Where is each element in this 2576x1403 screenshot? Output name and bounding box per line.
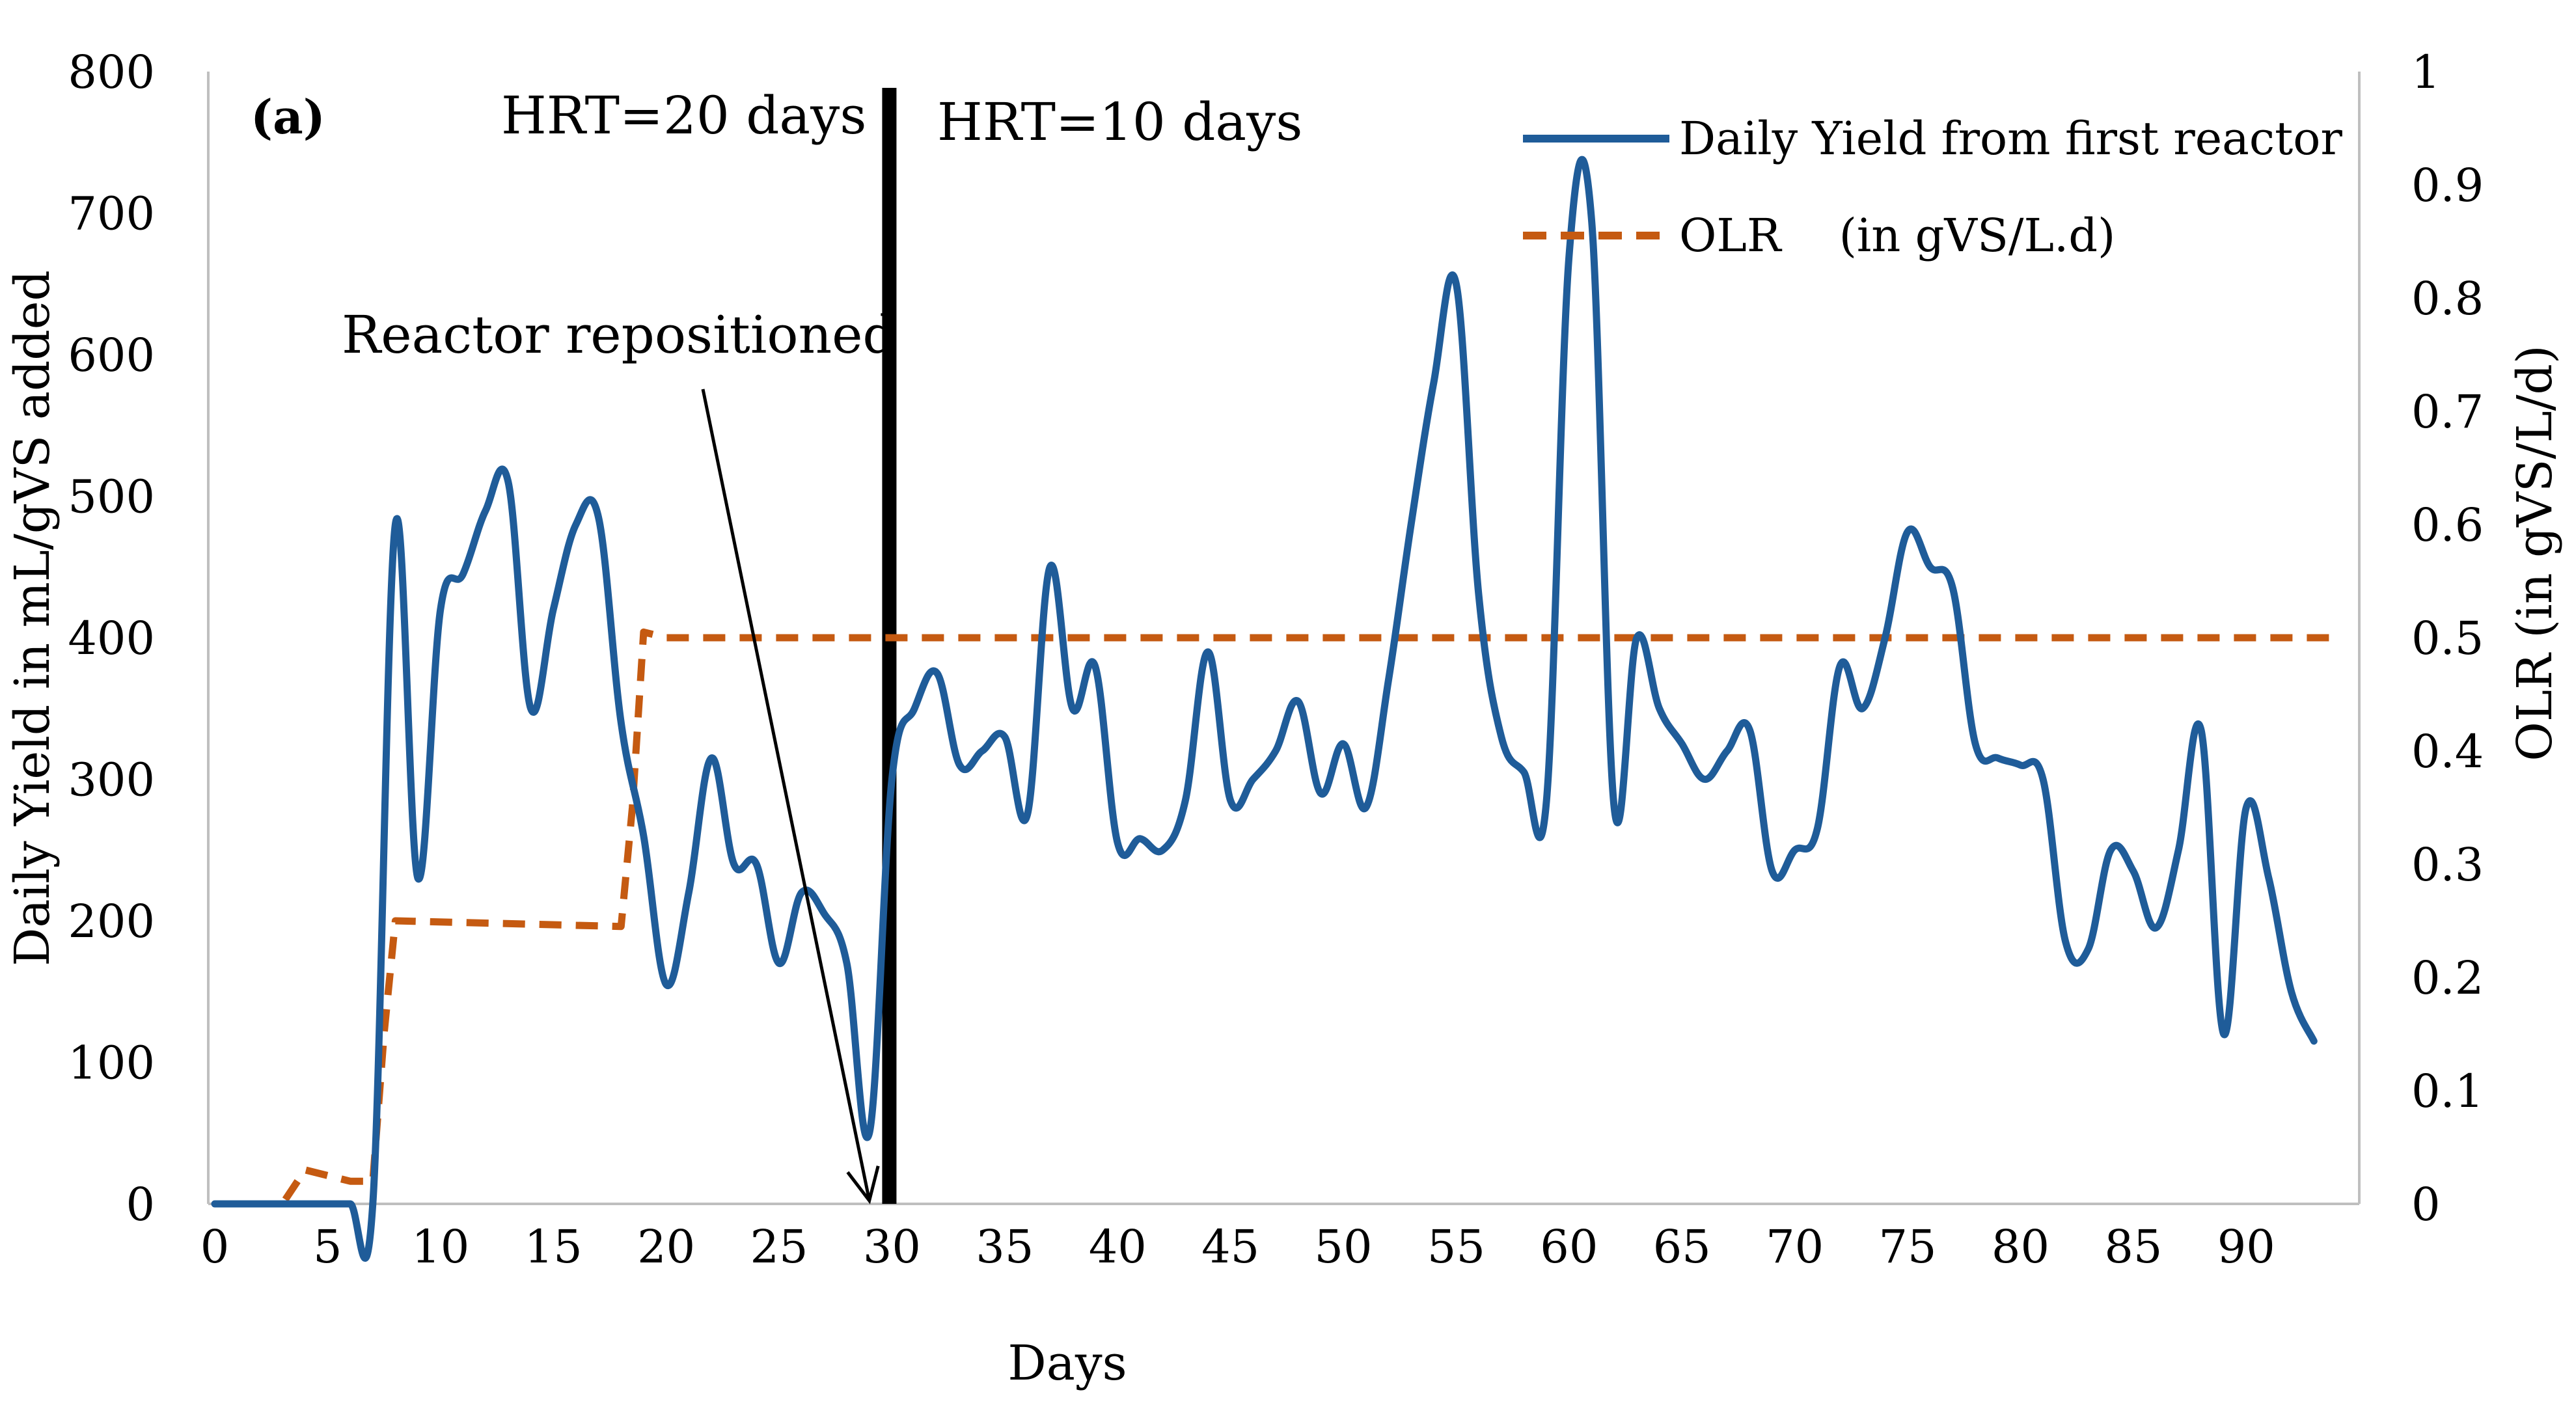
- x-tick-label: 65: [1653, 1220, 1711, 1274]
- legend-label-olr: OLR (in gVS/L.d): [1679, 209, 2115, 262]
- right-y-tick-label: 0.3: [2411, 838, 2484, 892]
- x-tick-label: 45: [1201, 1220, 1259, 1274]
- legend-label-daily-yield: Daily Yield from first reactor: [1679, 112, 2342, 165]
- annotation-hrt-10: HRT=10 days: [937, 92, 1302, 152]
- right-y-tick-label: 0.5: [2411, 612, 2484, 665]
- right-y-tick-label: 1: [2411, 46, 2441, 99]
- x-tick-label: 5: [313, 1220, 342, 1274]
- panel-label: (a): [251, 89, 325, 144]
- olr-series-line: [215, 628, 2336, 1208]
- x-tick-label: 75: [1879, 1220, 1937, 1274]
- x-tick-labels: 0 5 10 15 20 25 30 35 40 45 50 55 60 65 70 75 80 85 90: [200, 1220, 2275, 1274]
- x-tick-label: 30: [863, 1220, 921, 1274]
- right-y-tick-label: 0.4: [2411, 725, 2484, 778]
- right-y-tick-label: 0.7: [2411, 385, 2484, 439]
- left-y-tick-label: 600: [68, 329, 155, 382]
- x-tick-label: 10: [411, 1220, 469, 1274]
- x-axis-title: Days: [1007, 1335, 1127, 1391]
- legend: Daily Yield from first reactor OLR (in g…: [1523, 112, 2342, 262]
- left-y-tick-label: 700: [68, 187, 155, 241]
- x-tick-label: 0: [200, 1220, 230, 1274]
- annotation-hrt-20: HRT=20 days: [501, 85, 866, 146]
- left-y-tick-label: 300: [68, 754, 155, 807]
- x-tick-label: 15: [525, 1220, 582, 1274]
- left-y-tick-labels: 0 100 200 300 400 500 600 700 800: [68, 46, 155, 1231]
- left-y-tick-label: 800: [68, 46, 155, 99]
- x-tick-label: 85: [2104, 1220, 2162, 1274]
- x-tick-label: 80: [1992, 1220, 2049, 1274]
- x-tick-label: 20: [637, 1220, 695, 1274]
- right-y-tick-label: 0.1: [2411, 1065, 2484, 1118]
- left-y-tick-label: 200: [68, 895, 155, 948]
- left-y-axis-title: Daily Yield in mL/gVS added: [5, 270, 61, 966]
- reactor-repositioned-arrow: [701, 388, 880, 1205]
- series-layer: [211, 156, 2336, 1262]
- x-tick-label: 50: [1315, 1220, 1373, 1274]
- right-y-tick-label: 0.2: [2411, 951, 2484, 1005]
- x-tick-label: 35: [976, 1220, 1034, 1274]
- x-tick-label: 60: [1540, 1220, 1598, 1274]
- left-y-tick-label: 500: [68, 470, 155, 524]
- x-tick-label: 55: [1427, 1220, 1485, 1274]
- right-y-tick-label: 0.8: [2411, 272, 2484, 325]
- right-y-tick-label: 0: [2411, 1178, 2441, 1231]
- left-y-tick-label: 0: [126, 1178, 155, 1231]
- right-y-axis-title: OLR (in gVS/L/d): [2507, 345, 2563, 761]
- x-tick-label: 40: [1089, 1220, 1147, 1274]
- right-y-tick-label: 0.9: [2411, 159, 2484, 212]
- x-tick-label: 90: [2217, 1220, 2275, 1274]
- right-y-tick-labels: 0 0.1 0.2 0.3 0.4 0.5 0.6 0.7 0.8 0.9 1: [2411, 46, 2484, 1231]
- left-y-tick-label: 100: [68, 1037, 155, 1090]
- daily-yield-series-line: [211, 156, 2318, 1262]
- right-y-tick-label: 0.6: [2411, 498, 2484, 552]
- annotation-reactor-repositioned: Reactor repositioned: [342, 305, 896, 365]
- x-tick-label: 70: [1766, 1220, 1824, 1274]
- x-tick-label: 25: [750, 1220, 808, 1274]
- left-y-tick-label: 400: [68, 612, 155, 665]
